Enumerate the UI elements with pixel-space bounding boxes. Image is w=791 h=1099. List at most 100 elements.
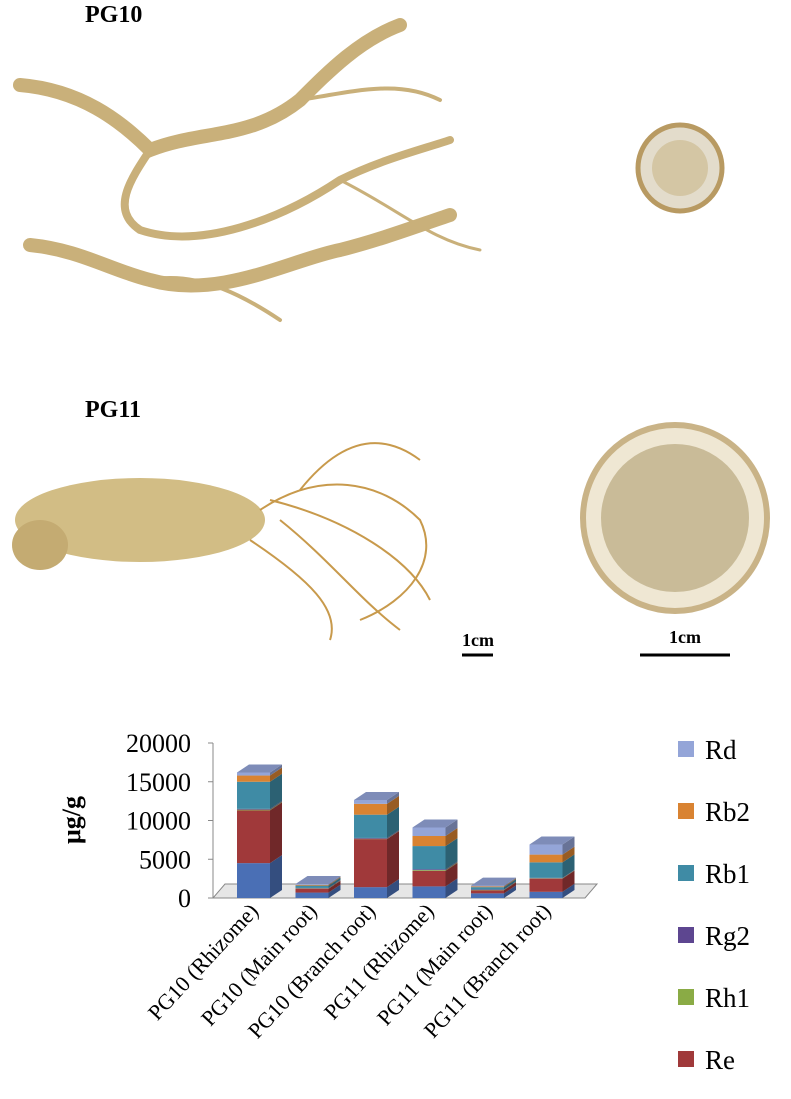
bar-segment — [237, 772, 270, 776]
bar-side — [270, 855, 282, 898]
bar-side — [328, 880, 341, 889]
legend-label: Re — [705, 1045, 735, 1075]
y-tick-label: 5000 — [139, 845, 191, 874]
bar-side — [445, 819, 458, 836]
bar-side — [504, 881, 516, 891]
bar-segment — [295, 892, 329, 898]
y-tick-label: 20000 — [126, 729, 191, 758]
bar-segment — [529, 862, 563, 878]
bar-top — [237, 764, 282, 773]
bar-side — [387, 831, 399, 888]
legend-label: Rh1 — [705, 983, 750, 1013]
bar-segment — [529, 891, 563, 898]
bar-side — [445, 828, 458, 847]
bar-segment — [529, 854, 563, 863]
legend-swatch — [678, 741, 694, 757]
bar-side — [562, 846, 575, 863]
bar-top — [295, 876, 341, 885]
bar-side — [562, 854, 575, 878]
bar-side — [562, 869, 575, 879]
bar-segment — [237, 863, 270, 898]
y-axis-label: μg/g — [57, 796, 86, 844]
bar-side — [387, 879, 399, 898]
bar-segment — [471, 890, 504, 894]
legend-swatch — [678, 927, 694, 943]
bar-side — [504, 882, 516, 894]
legend-swatch — [678, 989, 694, 1005]
bar-side — [445, 862, 458, 887]
bar-side — [328, 884, 341, 898]
bar-side — [328, 880, 341, 893]
bar-segment — [412, 886, 446, 898]
bar-side — [445, 862, 458, 871]
bar-segment — [354, 803, 387, 815]
bar-segment — [237, 810, 270, 864]
bar-side — [562, 836, 575, 855]
bar-segment — [354, 887, 387, 898]
legend-swatch — [678, 865, 694, 881]
bar-top — [529, 836, 575, 845]
bar-side — [328, 879, 341, 889]
bar-top — [412, 819, 458, 828]
bar-side — [562, 883, 575, 898]
bar-top — [471, 877, 516, 886]
bar-side — [270, 802, 282, 864]
bar-segment — [412, 870, 446, 871]
bar-segment — [295, 884, 329, 885]
legend-label: Rd — [705, 735, 737, 765]
bar-side — [504, 878, 516, 888]
bar-side — [270, 764, 282, 776]
bar-side — [504, 877, 516, 887]
bar-segment — [412, 827, 446, 836]
bar-segment — [354, 799, 387, 804]
bar-top — [354, 791, 399, 800]
bar-segment — [412, 869, 446, 871]
bar-side — [387, 791, 399, 804]
bar-side — [328, 876, 341, 886]
bar-segment — [412, 836, 446, 847]
bar-segment — [295, 888, 329, 893]
bar-side — [445, 878, 458, 898]
pg10-section-photo — [635, 122, 725, 214]
bar-side — [270, 800, 282, 810]
bar-side — [328, 876, 341, 885]
bar-side — [270, 801, 282, 811]
bar-side — [387, 830, 399, 840]
bar-segment — [471, 886, 504, 888]
bar-side — [387, 806, 399, 838]
y-tick-label: 0 — [178, 884, 191, 913]
bar-side — [504, 879, 516, 890]
legend-label: Rb1 — [705, 859, 750, 889]
bar-segment — [237, 808, 270, 810]
bar-side — [562, 870, 575, 879]
bar-segment — [237, 781, 270, 809]
bar-side — [270, 773, 282, 809]
bar-side — [387, 829, 399, 839]
bar-side — [328, 877, 341, 888]
sample-label: PG10 — [85, 2, 142, 28]
pg11-section-photo — [580, 422, 770, 614]
bar-segment — [354, 837, 387, 839]
bar-segment — [295, 884, 329, 886]
bar-segment — [471, 885, 504, 887]
bar-segment — [354, 814, 387, 838]
bar-side — [504, 885, 516, 898]
bar-segment — [471, 893, 504, 898]
y-tick-label: 15000 — [126, 768, 191, 797]
pg10-root-photo — [13, 18, 482, 322]
scale-label: 1cm — [462, 630, 494, 650]
bar-segment — [237, 809, 270, 811]
bar-segment — [237, 775, 270, 782]
bar-side — [504, 881, 516, 890]
scale-label: 1cm — [669, 627, 701, 647]
bar-segment — [295, 885, 329, 888]
legend-swatch — [678, 803, 694, 819]
legend-label: Rb2 — [705, 797, 750, 827]
bar-side — [445, 861, 458, 871]
y-tick-label: 10000 — [126, 807, 191, 836]
bar-segment — [412, 870, 446, 887]
bar-segment — [412, 846, 446, 870]
bar-segment — [471, 887, 504, 890]
